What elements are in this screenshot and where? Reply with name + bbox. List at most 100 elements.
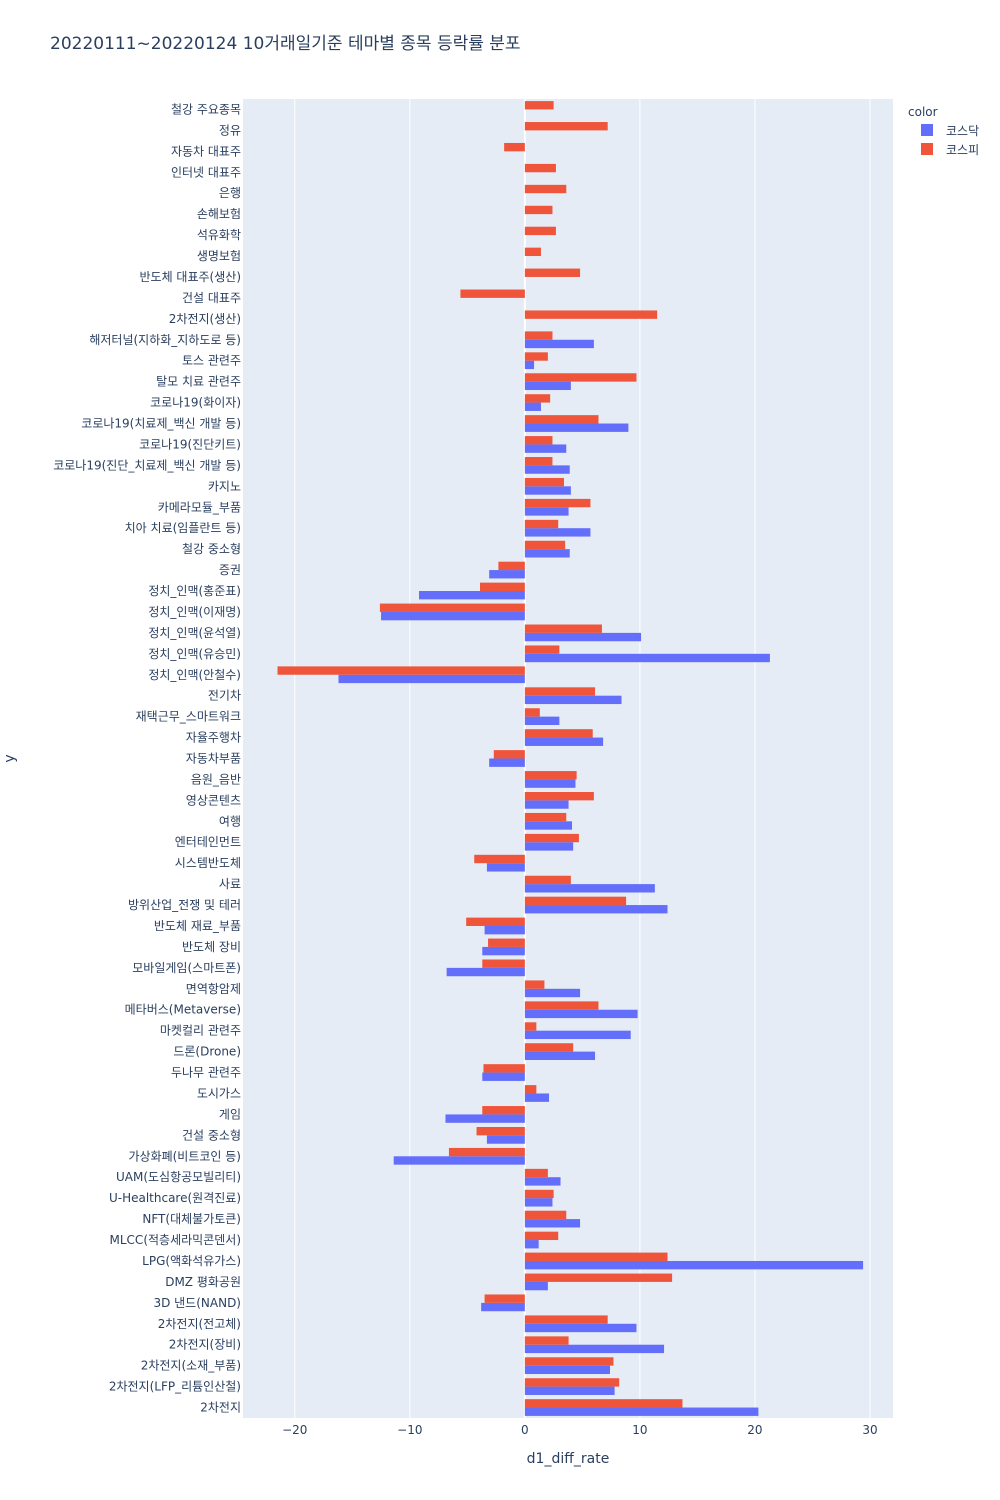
bar-kosdaq bbox=[446, 967, 525, 977]
bar-kospi bbox=[524, 163, 556, 173]
bar-kosdaq bbox=[524, 507, 569, 516]
bar-kosdaq bbox=[524, 737, 604, 746]
bar-kospi bbox=[482, 1106, 525, 1115]
y-tick-label: 마켓컬리 관련주 bbox=[160, 1024, 241, 1038]
x-axis-title: d1_diff_rate bbox=[527, 1451, 610, 1467]
bar-kospi bbox=[524, 247, 541, 257]
y-tick-label: 정유 bbox=[219, 123, 241, 137]
bar-kosdaq bbox=[524, 1407, 759, 1416]
legend-swatch bbox=[921, 143, 933, 155]
bar-kosdaq bbox=[445, 1114, 525, 1123]
bar-kosdaq bbox=[524, 528, 591, 537]
bar-kosdaq bbox=[338, 674, 525, 684]
y-tick-label: 자율주행차 bbox=[186, 730, 241, 745]
bar-kospi bbox=[524, 875, 571, 885]
bar-kospi bbox=[524, 1022, 537, 1031]
y-tick-label: 정치_인맥(안철수) bbox=[148, 668, 241, 682]
y-tick-label: 철강 주요종목 bbox=[171, 102, 241, 116]
bar-kospi bbox=[479, 582, 525, 592]
y-tick-label: 2차전지(생산) bbox=[169, 312, 241, 326]
y-tick-label: 인터넷 대표주 bbox=[171, 165, 241, 179]
x-tick-label: 20 bbox=[747, 1423, 762, 1437]
bar-kosdaq bbox=[524, 465, 570, 474]
y-tick-label: 손해보험 bbox=[197, 207, 241, 221]
bar-kospi bbox=[277, 666, 525, 675]
bar-kospi bbox=[524, 624, 602, 633]
bar-kosdaq bbox=[524, 1386, 615, 1395]
bar-kospi bbox=[524, 436, 553, 445]
y-tick-label: 음원_음반 bbox=[191, 772, 241, 786]
y-tick-label: 정치_인맥(홍준표) bbox=[148, 584, 241, 598]
y-tick-label: MLCC(적층세라믹콘덴서) bbox=[110, 1233, 241, 1247]
bar-kospi bbox=[484, 1294, 525, 1303]
bar-kospi bbox=[524, 498, 591, 508]
bar-kospi bbox=[524, 687, 596, 696]
bar-kospi bbox=[524, 477, 564, 487]
bar-kospi bbox=[524, 645, 560, 654]
y-tick-label: 반도체 장비 bbox=[182, 940, 241, 954]
bar-kospi bbox=[524, 896, 627, 906]
bar-kosdaq bbox=[524, 1177, 561, 1186]
bar-kospi bbox=[524, 1210, 567, 1220]
y-tick-label: 코로나19(진단키트) bbox=[139, 437, 241, 451]
bar-kospi bbox=[524, 1231, 559, 1241]
bar-kospi bbox=[460, 289, 525, 298]
bar-kosdaq bbox=[486, 863, 525, 872]
y-tick-label: 탈모 치료 관련주 bbox=[156, 375, 241, 389]
bar-kosdaq bbox=[524, 1051, 596, 1060]
y-tick-label: 생명보험 bbox=[197, 249, 241, 263]
bar-kospi bbox=[524, 1252, 668, 1261]
bar-kospi bbox=[524, 1189, 554, 1199]
bar-kospi bbox=[524, 708, 540, 717]
y-tick-label: 토스 관련주 bbox=[182, 354, 241, 368]
y-tick-label: 코로나19(화이자) bbox=[150, 396, 241, 410]
y-tick-label: 건설 대표주 bbox=[182, 291, 241, 305]
bar-kospi bbox=[524, 122, 608, 131]
y-tick-label: 게임 bbox=[219, 1107, 241, 1121]
bar-kospi bbox=[524, 394, 551, 403]
bar-kospi bbox=[524, 457, 553, 466]
bar-kosdaq bbox=[524, 1030, 631, 1040]
y-tick-label: 해저터널(지하화_지하도로 등) bbox=[89, 333, 241, 347]
y-tick-label: 사료 bbox=[219, 877, 241, 891]
y-tick-label: 은행 bbox=[219, 185, 241, 200]
y-tick-label: 카지노 bbox=[208, 479, 241, 493]
y-tick-label: NFT(대체불가토큰) bbox=[142, 1212, 241, 1226]
bar-kosdaq bbox=[524, 1240, 539, 1249]
legend-label: 코스닥 bbox=[946, 124, 979, 138]
bar-kospi bbox=[524, 268, 581, 277]
bar-kosdaq bbox=[482, 1072, 525, 1081]
bar-kospi bbox=[524, 540, 566, 550]
bar-kosdaq bbox=[524, 716, 560, 726]
legend-swatch bbox=[921, 124, 933, 136]
y-axis-title: y bbox=[2, 754, 18, 762]
bar-kospi bbox=[524, 1336, 569, 1345]
y-tick-label: 자동차부품 bbox=[186, 752, 241, 766]
y-tick-label: 재택근무_스마트워크 bbox=[136, 710, 241, 724]
bar-kosdaq bbox=[481, 1302, 525, 1312]
bar-kosdaq bbox=[524, 653, 770, 663]
y-tick-label: U-Healthcare(원격진료) bbox=[109, 1191, 241, 1205]
bar-kosdaq bbox=[524, 1260, 864, 1270]
bar-kospi bbox=[524, 1357, 614, 1366]
y-tick-label: 도시가스 bbox=[197, 1086, 241, 1100]
bar-kospi bbox=[498, 561, 525, 571]
y-tick-label: 전기차 bbox=[208, 689, 241, 703]
bar-kospi bbox=[524, 415, 599, 424]
bar-kosdaq bbox=[524, 695, 622, 705]
chart-title: 20220111~20220124 10거래일기준 테마별 종목 등락률 분포 bbox=[50, 34, 521, 54]
bar-kosdaq bbox=[524, 1219, 581, 1228]
y-tick-label: 정치_인맥(유승민) bbox=[148, 647, 241, 661]
bar-kospi bbox=[524, 791, 594, 801]
y-tick-label: 치아 치료(임플란트 등) bbox=[125, 521, 241, 535]
y-tick-label: 정치_인맥(이재명) bbox=[148, 605, 241, 619]
y-tick-label: 정치_인맥(윤석열) bbox=[148, 626, 241, 640]
bar-kospi bbox=[524, 226, 556, 236]
bar-kospi bbox=[504, 142, 525, 152]
bar-kosdaq bbox=[524, 884, 655, 893]
bar-kospi bbox=[524, 833, 579, 843]
y-tick-label: 면역항암제 bbox=[186, 982, 241, 996]
y-tick-label: 3D 낸드(NAND) bbox=[153, 1296, 241, 1310]
